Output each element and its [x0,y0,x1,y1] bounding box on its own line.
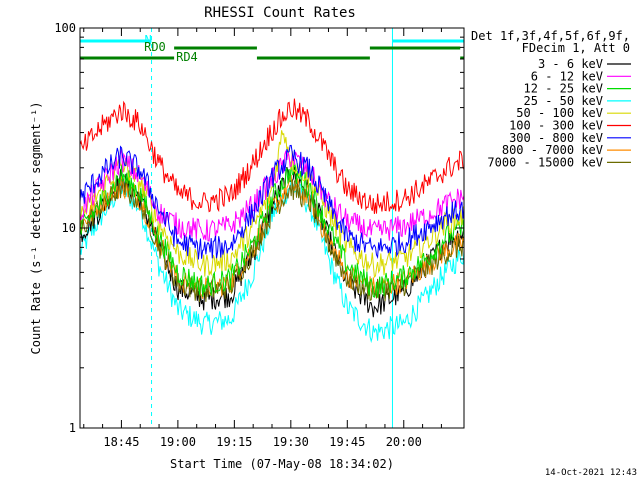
y-tick-label: 1 [69,421,76,435]
series-line [79,161,465,299]
legend-entry-label: 25 - 50 keV [524,94,603,108]
state-bar-label: RD0 [144,40,166,54]
x-tick-label: 18:45 [103,435,139,449]
legend-entry-label: 300 - 800 keV [509,131,603,145]
legend-entry-label: 12 - 25 keV [524,82,603,96]
series-lines [79,98,465,344]
y-tick-label: 100 [54,21,76,35]
footer-timestamp: 14-Oct-2021 12:43 [545,468,637,478]
y-axis-label: Count Rate (s⁻¹ detector segment⁻¹) [29,102,43,355]
legend-entry-label: 800 - 7000 keV [502,143,603,157]
x-tick-label: 19:00 [160,435,196,449]
state-bar-label: N [145,33,152,47]
x-tick-label: 20:00 [386,435,422,449]
y-tick-label: 10 [62,221,76,235]
legend-entry-label: 50 - 100 keV [516,106,603,120]
x-tick-label: 19:45 [329,435,365,449]
series-line [79,98,465,214]
series-line [79,178,465,344]
legend-entry-label: 7000 - 15000 keV [487,155,603,169]
legend-entry-label: 3 - 6 keV [538,57,603,71]
series-line [79,149,465,242]
axis-ticks: 18:45 19:00 19:15 19:30 19:45 20:00 1 10 100 [54,21,464,449]
series-line [79,144,465,260]
x-tick-label: 19:30 [273,435,309,449]
chart-title: RHESSI Count Rates [204,5,356,21]
x-axis-label: Start Time (07-May-08 18:34:02) [170,457,394,471]
legend-entry-label: 6 - 12 keV [531,69,603,83]
legend: Det 1f,3f,4f,5f,6f,9f, FDecim 1, Att 0 3… [471,29,631,169]
legend-header-line-2: FDecim 1, Att 0 [522,41,630,55]
legend-entry-label: 100 - 300 keV [509,119,603,133]
legend-header-line-1: Det 1f,3f,4f,5f,6f,9f, [471,29,630,43]
state-bar-label: RD4 [176,50,198,64]
x-tick-label: 19:15 [216,435,252,449]
